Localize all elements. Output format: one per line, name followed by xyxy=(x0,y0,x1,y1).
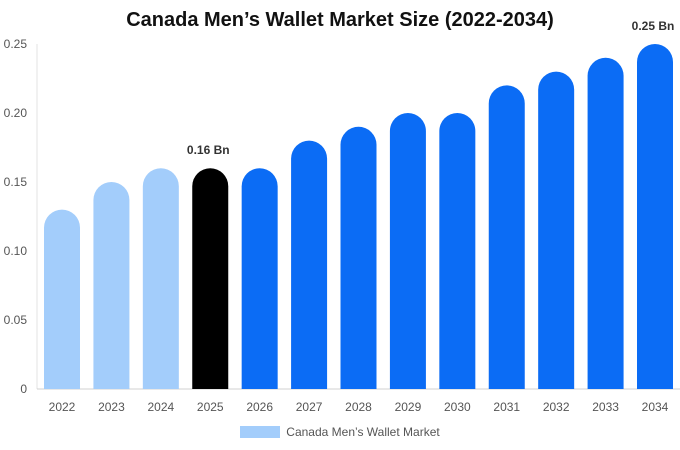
x-tick-label: 2030 xyxy=(444,400,471,414)
x-tick-label: 2024 xyxy=(147,400,174,414)
bars xyxy=(44,44,673,390)
x-tick-label: 2022 xyxy=(49,400,76,414)
y-tick-label: 0.15 xyxy=(4,175,28,189)
x-tick-label: 2031 xyxy=(493,400,520,414)
x-tick-label: 2033 xyxy=(592,400,619,414)
y-tick-label: 0.20 xyxy=(4,106,28,120)
bar-2026 xyxy=(241,168,278,389)
bar-2025 xyxy=(192,168,229,389)
y-tick-label: 0.25 xyxy=(4,37,28,51)
bar-2027 xyxy=(291,140,328,389)
x-tick-label: 2027 xyxy=(296,400,323,414)
bar-2032 xyxy=(538,71,575,389)
bar-2022 xyxy=(44,209,80,389)
x-tick-label: 2025 xyxy=(197,400,224,414)
bar-2029 xyxy=(389,113,426,389)
x-tick-label: 2034 xyxy=(642,400,669,414)
y-tick-label: 0 xyxy=(20,382,27,396)
legend-swatch xyxy=(240,426,281,438)
bar-2024 xyxy=(142,168,179,389)
x-tick-label: 2023 xyxy=(98,400,125,414)
bar-2028 xyxy=(340,126,377,389)
bar-2031 xyxy=(488,85,525,390)
y-tick-label: 0.10 xyxy=(4,244,28,258)
bar-2023 xyxy=(93,182,130,389)
legend-label: Canada Men’s Wallet Market xyxy=(286,425,440,439)
legend: Canada Men’s Wallet Market xyxy=(0,425,680,439)
bar-2034 xyxy=(637,44,673,389)
x-tick-label: 2032 xyxy=(543,400,570,414)
x-tick-label: 2026 xyxy=(246,400,273,414)
x-tick-label: 2028 xyxy=(345,400,372,414)
chart-title: Canada Men’s Wallet Market Size (2022-20… xyxy=(126,9,554,31)
data-label: 0.16 Bn xyxy=(187,143,230,157)
bar-2033 xyxy=(587,57,624,389)
y-tick-label: 0.05 xyxy=(4,313,28,327)
data-label: 0.25 Bn xyxy=(632,19,675,33)
bar-2030 xyxy=(439,113,476,389)
x-tick-label: 2029 xyxy=(395,400,422,414)
labels: 2022 2023 2024 2025 2026 2027 2028 2029 2030 2031… xyxy=(49,19,675,414)
